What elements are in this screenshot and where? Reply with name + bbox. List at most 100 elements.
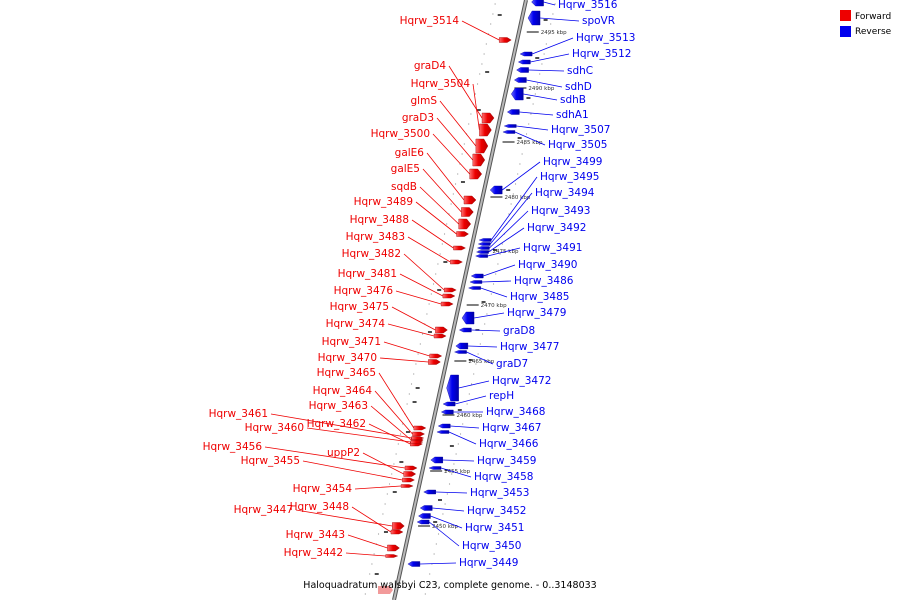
reverse-gene-label[interactable]: Hqrw_3459 [477, 455, 536, 467]
forward-gene-label[interactable]: graD3 [402, 112, 434, 124]
forward-gene-label[interactable]: galE6 [395, 147, 425, 159]
forward-gene-label[interactable]: Hqrw_3448 [290, 501, 349, 513]
guide-dot [384, 503, 386, 505]
forward-gene-label[interactable]: Hqrw_3489 [354, 196, 413, 208]
reverse-callout-line [435, 491, 468, 494]
guide-dot [479, 73, 481, 75]
reverse-gene-arrow [503, 124, 517, 128]
reverse-gene-label[interactable]: Hqrw_3505 [548, 139, 607, 151]
forward-gene-label[interactable]: Hqrw_3500 [371, 128, 430, 140]
tick-label: 2455 kbp [444, 469, 470, 475]
reverse-gene-label[interactable]: sdhD [565, 81, 592, 93]
forward-gene-label[interactable]: Hqrw_3476 [334, 285, 394, 297]
reverse-gene-label[interactable]: Hqrw_3468 [486, 406, 545, 418]
reverse-gene-label[interactable]: Hqrw_3450 [462, 540, 521, 552]
forward-callout-line [399, 273, 444, 297]
reverse-gene-label[interactable]: Hqrw_3495 [540, 171, 599, 183]
reverse-gene-label[interactable]: sdhB [560, 94, 586, 106]
reverse-gene-label[interactable]: Hqrw_3491 [523, 242, 582, 254]
guide-dot [554, 3, 556, 5]
forward-gene-label[interactable]: Hqrw_3461 [209, 408, 268, 420]
reverse-gene-label[interactable]: Hqrw_3477 [500, 341, 559, 353]
reverse-callout-line [448, 431, 477, 445]
reverse-gene-label[interactable]: Hqrw_3499 [543, 156, 602, 168]
forward-gene-label[interactable]: Hqrw_3504 [411, 78, 471, 90]
forward-gene-label[interactable]: Hqrw_3488 [350, 214, 409, 226]
reverse-gene-label[interactable]: Hqrw_3507 [551, 124, 610, 136]
reverse-gene-label[interactable]: Hqrw_3512 [572, 48, 631, 60]
forward-gene-label[interactable]: Hqrw_3474 [326, 318, 386, 330]
reverse-callout-line [488, 227, 525, 253]
forward-gene-label[interactable]: Hqrw_3455 [241, 455, 300, 467]
forward-gene-label[interactable]: Hqrw_3456 [203, 441, 263, 453]
forward-gene-label[interactable]: Hqrw_3471 [322, 336, 381, 348]
forward-callout-line [432, 133, 471, 175]
reverse-gene-arrow [517, 59, 531, 65]
reverse-gene-label[interactable]: Hqrw_3485 [510, 291, 569, 303]
reverse-gene-label[interactable]: Hqrw_3516 [558, 0, 618, 11]
guide-dot [399, 433, 402, 435]
guide-dot [501, 243, 503, 245]
forward-gene-label[interactable]: Hqrw_3470 [318, 352, 377, 364]
reverse-gene-label[interactable]: Hqrw_3451 [465, 522, 524, 534]
reverse-gene-label[interactable]: repH [489, 390, 514, 402]
forward-gene-label[interactable]: Hqrw_3447 [234, 504, 293, 516]
reverse-gene-label[interactable]: Hqrw_3493 [531, 205, 590, 217]
forward-gene-label[interactable]: sqdB [391, 181, 417, 193]
forward-gene-label[interactable]: Hqrw_3463 [309, 400, 368, 412]
guide-dot [468, 123, 470, 125]
reverse-gene-label[interactable]: Hqrw_3490 [518, 259, 577, 271]
forward-gene-label[interactable]: Hqrw_3462 [307, 418, 366, 430]
reverse-gene-label[interactable]: Hqrw_3486 [514, 275, 574, 287]
reverse-gene-label[interactable]: graD8 [503, 325, 535, 337]
guide-dot [532, 103, 534, 105]
reverse-gene-label[interactable]: Hqrw_3449 [459, 557, 518, 569]
forward-gene-label[interactable]: Hqrw_3482 [342, 248, 401, 260]
reverse-callout-line [501, 161, 541, 191]
forward-gene-label[interactable]: Hqrw_3475 [330, 301, 389, 313]
reverse-gene-label[interactable]: graD7 [496, 358, 528, 370]
reverse-gene-arrow [468, 286, 481, 290]
guide-dot [454, 183, 457, 185]
forward-gene-label[interactable]: Hqrw_3514 [400, 15, 460, 27]
reverse-gene-label[interactable]: Hqrw_3453 [470, 487, 529, 499]
reverse-gene-label[interactable]: Hqrw_3452 [467, 505, 526, 517]
forward-callout-line [461, 20, 500, 41]
forward-gene-label[interactable]: Hqrw_3460 [245, 422, 304, 434]
guide-dot [395, 453, 397, 455]
forward-gene-label[interactable]: glmS [411, 95, 438, 107]
guide-dot [364, 593, 366, 595]
genome-backbone [392, 0, 528, 600]
tick-label: 2490 kbp [528, 86, 554, 92]
guide-dot [457, 173, 459, 175]
reverse-callout-line [480, 287, 508, 298]
forward-gene-label[interactable]: Hqrw_3481 [338, 268, 397, 280]
reverse-gene-arrow [461, 311, 475, 325]
reverse-gene-label[interactable]: sdhC [567, 65, 593, 77]
forward-gene-label[interactable]: Hqrw_3464 [313, 385, 373, 397]
forward-gene-label[interactable]: galE5 [391, 163, 420, 175]
reverse-gene-label[interactable]: Hqrw_3479 [507, 307, 566, 319]
reverse-gene-arrow [502, 130, 516, 134]
forward-gene-label[interactable]: Hqrw_3443 [286, 529, 345, 541]
guide-dot [446, 223, 448, 225]
reverse-gene-label[interactable]: Hqrw_3458 [474, 471, 533, 483]
reverse-gene-label[interactable]: Hqrw_3466 [479, 438, 539, 450]
reverse-gene-arrow [418, 513, 431, 519]
reverse-gene-label[interactable]: Hqrw_3472 [492, 375, 551, 387]
forward-gene-label[interactable]: Hqrw_3454 [293, 483, 353, 495]
guide-dot [393, 463, 395, 465]
reverse-gene-label[interactable]: Hqrw_3492 [527, 222, 586, 234]
reverse-gene-label[interactable]: spoVR [582, 15, 615, 27]
reverse-gene-label[interactable]: sdhA1 [556, 109, 589, 121]
forward-gene-arrow [472, 153, 486, 167]
reverse-gene-label[interactable]: Hqrw_3513 [576, 32, 635, 44]
reverse-gene-label[interactable]: Hqrw_3467 [482, 422, 541, 434]
forward-gene-label[interactable]: Hqrw_3465 [317, 367, 376, 379]
forward-gene-label[interactable]: Hqrw_3442 [284, 547, 343, 559]
forward-gene-label[interactable]: uppP2 [327, 447, 360, 459]
forward-gene-label[interactable]: Hqrw_3483 [346, 231, 405, 243]
forward-gene-label[interactable]: graD4 [414, 60, 447, 72]
reverse-gene-arrow [475, 254, 488, 258]
reverse-gene-label[interactable]: Hqrw_3494 [535, 187, 595, 199]
